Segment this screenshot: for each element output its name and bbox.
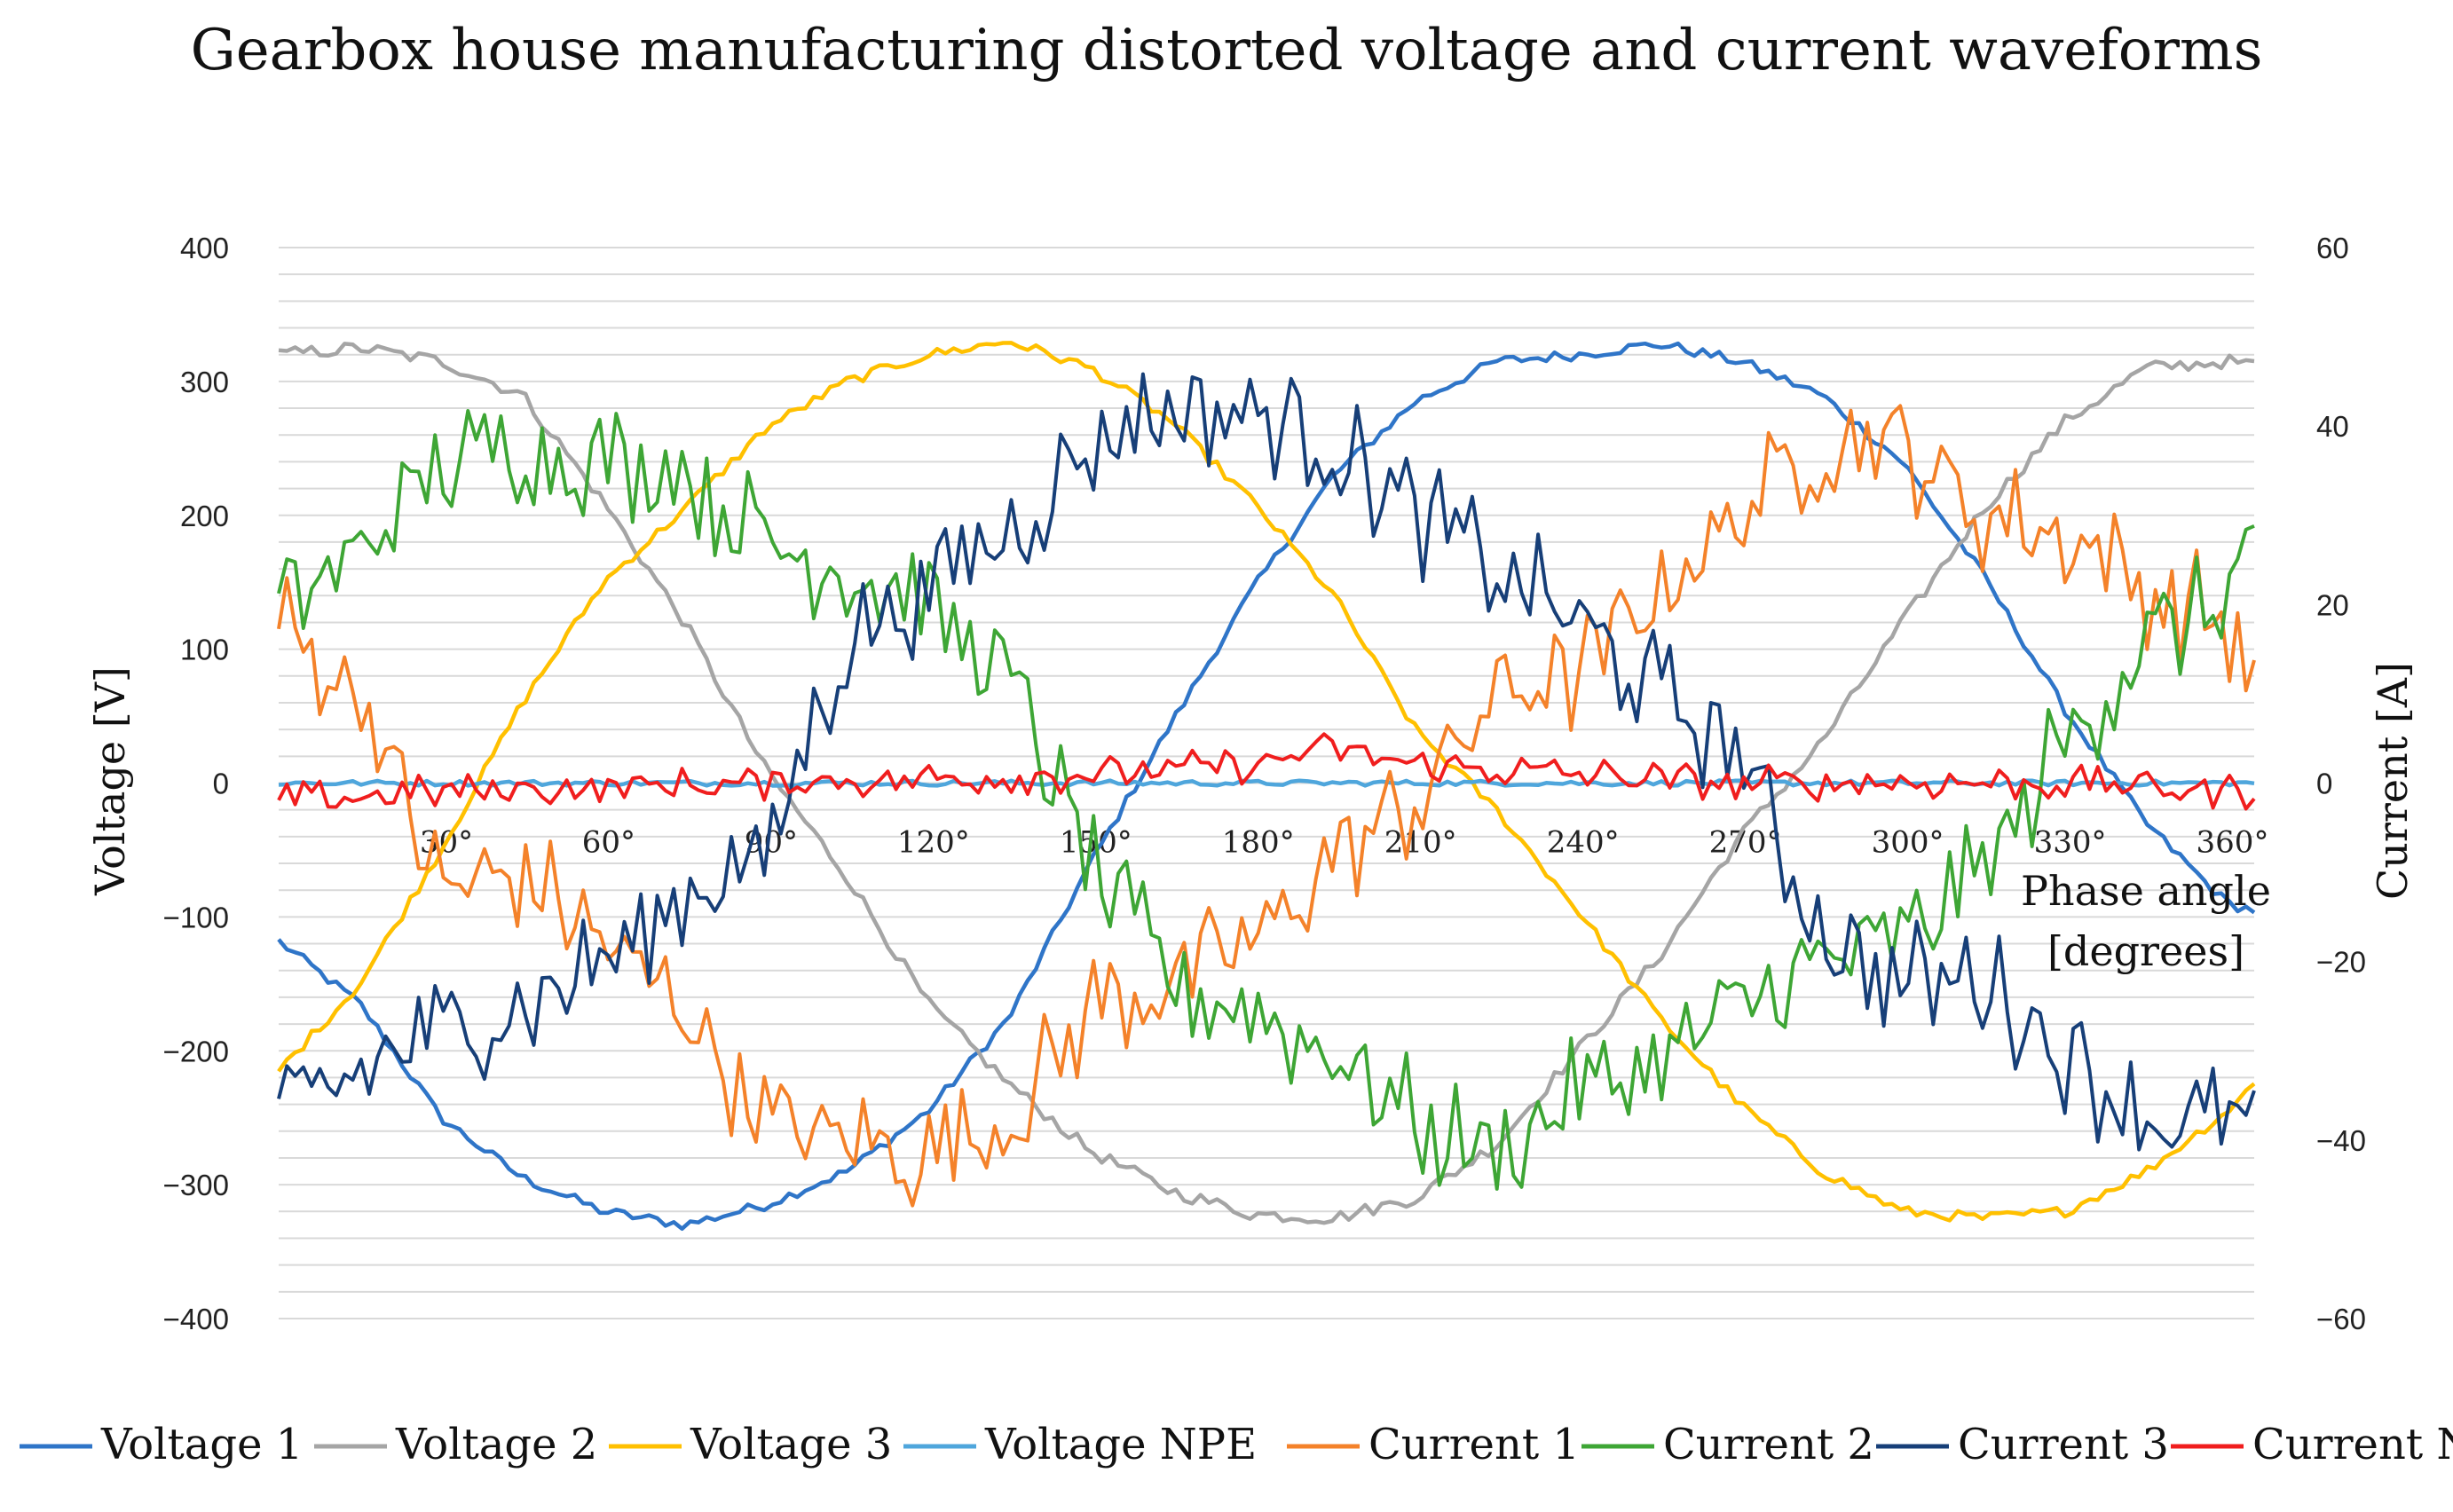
left-tick-label: −300 [163,1169,229,1201]
left-tick-label: −100 [163,901,229,933]
right-tick-label: −60 [2316,1303,2366,1335]
legend-item: Voltage 2 [314,1420,597,1469]
legend-label: Current 3 [1958,1420,2169,1469]
left-tick-label: 400 [180,232,229,264]
series-line-current-n [277,732,2256,811]
x-tick-label: 180° [1222,825,1295,861]
legend-label: Voltage 3 [690,1420,892,1469]
legend-label: Voltage 2 [395,1420,597,1469]
left-tick-label: 200 [180,500,229,532]
legend-label: Current N [2252,1420,2453,1469]
left-tick-label: 100 [180,634,229,666]
right-tick-label: 0 [2316,768,2332,800]
right-tick-label: −40 [2316,1124,2366,1157]
x-tick-label: 360° [2197,825,2269,861]
left-tick-label: 300 [180,366,229,398]
left-tick-label: 0 [213,768,229,800]
legend-item: Current N [2171,1420,2453,1469]
x-tick-label: 60° [582,825,635,861]
right-tick-label: 40 [2316,410,2349,443]
series-line-current-2 [277,409,2255,1191]
legend-label: Current 2 [1663,1420,1874,1469]
right-tick-label: 20 [2316,588,2349,621]
x-axis-ticks: 30° 60° 90° 120° 150° 180° 210° 240° 270° 300° 330… [420,825,2269,861]
series-line-current-3 [277,372,2256,1152]
legend-item: Current 1 [1287,1420,1580,1469]
left-tick-label: −200 [163,1035,229,1067]
x-axis-label-line-2: [degrees] [2047,927,2244,975]
left-tick-label: −400 [163,1303,229,1335]
legend-label: Voltage NPE [984,1420,1257,1469]
legend-item: Voltage 1 [20,1420,303,1469]
chart-title: Gearbox house manufacturing distorted vo… [191,18,2263,83]
legend-item: Voltage NPE [903,1420,1257,1469]
x-tick-label: 120° [897,825,970,861]
right-tick-label: 60 [2316,232,2349,264]
right-axis-ticks: 60 40 20 0 −20 −40 −60 [2316,232,2366,1335]
legend: Voltage 1 Voltage 2 Voltage 3 Voltage NPE Cu… [20,1420,2453,1469]
legend-label: Current 1 [1368,1420,1580,1469]
series-line-voltage-2 [278,342,2255,1225]
right-tick-label: −20 [2316,946,2366,979]
legend-label: Voltage 1 [100,1420,303,1469]
legend-item: Current 3 [1876,1420,2169,1469]
x-tick-label: 300° [1872,825,1944,861]
x-axis-label-line-1: Phase angle [2021,867,2271,915]
x-tick-label: 210° [1384,825,1457,861]
x-tick-label: 240° [1547,825,1620,861]
y-axis-left-label: Voltage [V] [86,666,134,896]
x-tick-label: 270° [1709,825,1782,861]
series-line-current-1 [277,404,2256,1208]
series-line-voltage-3 [277,341,2256,1223]
series-line-voltage-1 [277,341,2256,1232]
x-tick-label: 330° [2034,825,2107,861]
y-axis-right-label: Current [A] [2369,662,2417,900]
legend-item: Current 2 [1581,1420,1874,1469]
series-lines [277,341,2256,1232]
legend-item: Voltage 3 [609,1420,892,1469]
left-axis-ticks: 400 300 200 100 0 −100 −200 −300 −400 [163,232,229,1335]
